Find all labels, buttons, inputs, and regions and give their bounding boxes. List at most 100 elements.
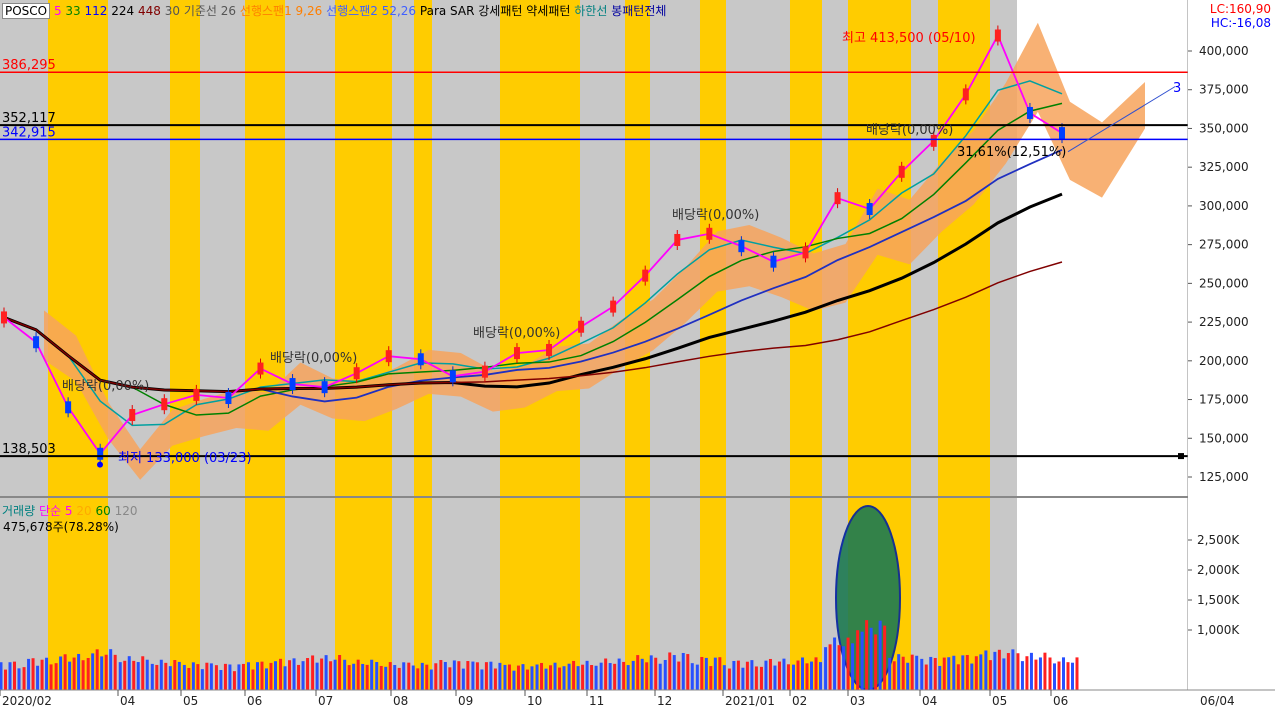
volume-bar — [168, 666, 172, 690]
candle-body — [513, 347, 520, 360]
volume-bar — [375, 662, 379, 690]
volume-label: 거래량 — [2, 504, 36, 518]
volume-bar — [132, 660, 136, 690]
volume-bar — [562, 666, 566, 690]
volume-bar — [228, 664, 232, 690]
volume-bar — [54, 663, 58, 690]
candle-body — [770, 255, 777, 268]
volume-bar — [645, 662, 649, 690]
vol-ma60: 60 — [95, 504, 111, 518]
candle-body — [802, 246, 809, 259]
volume-bar — [356, 659, 360, 690]
candle-body — [706, 227, 713, 240]
volume-bar — [997, 649, 1001, 690]
volume-bar — [860, 631, 864, 690]
volume-bar — [461, 668, 465, 690]
volume-bar — [434, 663, 438, 690]
candles — [1, 25, 1065, 464]
volume-bar — [100, 656, 104, 690]
volume-bar — [581, 664, 585, 690]
volume-bar — [1075, 657, 1079, 690]
volume-bar — [311, 655, 315, 690]
volume-bar — [315, 662, 319, 690]
volume-bar — [493, 668, 497, 690]
volume-bar — [393, 664, 397, 690]
volume-bar — [81, 660, 85, 690]
trend-line — [1067, 86, 1176, 153]
volume-bar — [365, 664, 369, 690]
volume-bar — [718, 657, 722, 690]
para-sar: Para SAR — [419, 4, 475, 18]
candle-body — [97, 447, 104, 460]
ichimoku-span1: 선행스팬1 — [239, 4, 292, 18]
y-tick-label: 200,000 — [1199, 354, 1249, 368]
x-tick-label: 03 — [850, 694, 865, 708]
band — [335, 0, 392, 690]
x-tick-label: 2020/02 — [2, 694, 52, 708]
volume-bar — [512, 670, 516, 690]
volume-bar — [191, 662, 195, 690]
vol-ma120: 120 — [114, 504, 138, 518]
bear-pattern: 약세패턴 — [526, 4, 571, 18]
volume-bar — [0, 662, 3, 690]
volume-bar — [1048, 657, 1052, 690]
band — [245, 0, 285, 690]
volume-bar — [892, 661, 896, 690]
volume-bar — [338, 655, 342, 690]
ma33: 33 — [65, 4, 81, 18]
volume-bar — [145, 659, 149, 690]
y-tick-label: 325,000 — [1199, 160, 1249, 174]
volume-bar — [1034, 659, 1038, 690]
vol-y-tick-label: 1,500K — [1197, 593, 1240, 607]
ichimoku-span2-params: 52,26 — [381, 4, 417, 18]
volume-bar — [782, 658, 786, 690]
vol-y-tick-label: 2,500K — [1197, 533, 1240, 547]
volume-ma-label: 단순 — [38, 504, 62, 518]
volume-bar — [40, 659, 44, 690]
x-tick-label: 11 — [589, 694, 604, 708]
annotation: 3 — [1173, 81, 1181, 96]
volume-bar — [640, 658, 644, 690]
volume-bar — [77, 653, 81, 690]
price-line — [3, 33, 1063, 456]
volume-bar — [1062, 657, 1065, 690]
candle-body — [481, 365, 488, 378]
volume-bar — [920, 658, 924, 690]
volume-bar — [590, 665, 594, 690]
x-tick-label: 07 — [318, 694, 333, 708]
volume-bar — [297, 664, 301, 690]
volume-bar — [27, 658, 31, 690]
volume-bar — [952, 655, 956, 690]
candle-body — [962, 88, 969, 101]
x-tick-label: 06 — [247, 694, 262, 708]
volume-bar — [1071, 662, 1074, 690]
y-tick-label: 225,000 — [1199, 315, 1249, 329]
ichimoku-26: 26 — [220, 4, 237, 18]
annotation: 배당락(0,00%) — [270, 351, 357, 366]
volume-bar — [1011, 649, 1015, 690]
candle-body — [33, 336, 40, 349]
volume-bar — [177, 661, 181, 690]
volume-bar — [205, 662, 209, 690]
candle-body — [546, 343, 553, 356]
band — [726, 0, 790, 690]
volume-bar — [874, 634, 878, 690]
volume-bar — [677, 661, 681, 690]
volume-bar — [489, 661, 493, 690]
volume-bar — [585, 660, 589, 690]
axis-bg — [1188, 0, 1275, 708]
hc-readout: HC:-16,08 — [1210, 16, 1271, 30]
volume-bar — [425, 664, 429, 690]
vol-ma20: 20 — [76, 504, 92, 518]
volume-bar — [402, 662, 406, 690]
volume-bar — [1002, 658, 1006, 690]
volume-bar — [572, 660, 576, 690]
volume-bar — [888, 657, 892, 690]
band — [200, 0, 245, 690]
volume-bar — [288, 660, 292, 690]
volume-bar — [970, 663, 974, 690]
volume-bar — [558, 667, 562, 690]
volume-bar — [768, 658, 772, 690]
volume-bar — [938, 665, 942, 690]
volume-bar — [1057, 661, 1061, 690]
